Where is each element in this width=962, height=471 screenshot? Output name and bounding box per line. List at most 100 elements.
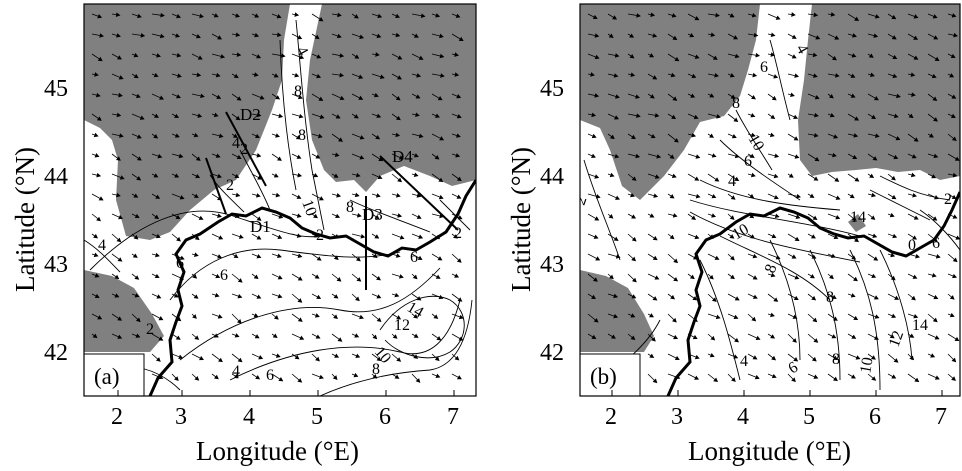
wind-vector-head	[275, 192, 281, 198]
wind-vector-head	[910, 72, 916, 77]
wind-vector-head	[934, 375, 940, 380]
wind-vector-head	[299, 335, 305, 340]
wind-vector-head	[418, 55, 424, 60]
wind-vector-head	[313, 213, 318, 219]
contour-label: 8	[826, 289, 834, 306]
wind-vector-head	[273, 173, 279, 178]
wind-vector-head	[192, 314, 197, 319]
wind-vector-head	[116, 156, 121, 161]
wind-vector-head	[733, 35, 739, 40]
wind-vector-head	[135, 317, 141, 323]
wind-vector-head	[593, 234, 599, 239]
wind-vector-head	[200, 93, 205, 99]
wind-vector-head	[235, 115, 241, 121]
wind-vector-head	[812, 215, 818, 220]
wind-vector-head	[354, 54, 360, 59]
wind-vector-head	[892, 54, 898, 60]
contour-label: 0	[908, 237, 916, 254]
wind-vector-head	[412, 274, 418, 280]
wind-vector-head	[178, 354, 184, 359]
wind-vector-head	[176, 13, 181, 19]
wind-vector-head	[653, 193, 659, 198]
wind-vector-head	[669, 154, 675, 159]
wind-vector-head	[892, 233, 898, 239]
wind-vector-head	[117, 334, 123, 339]
wind-vector-head	[115, 12, 121, 17]
wind-vector-head	[275, 133, 280, 138]
wind-vector-head	[951, 357, 957, 363]
wind-vector-head	[868, 53, 874, 58]
wind-vector-head	[730, 274, 735, 280]
wind-vector-head	[297, 172, 303, 178]
wind-vector-head	[791, 54, 797, 59]
wind-vector-head	[932, 216, 938, 221]
wind-vector-head	[218, 235, 224, 240]
wind-vector-head	[629, 53, 635, 59]
wind-vector-head	[714, 255, 720, 260]
wind-vector-head	[752, 253, 758, 259]
wind-vector-head	[692, 334, 698, 340]
wind-vector-head	[256, 112, 262, 118]
wind-vector-head	[175, 33, 180, 38]
wind-vector-head	[137, 13, 142, 19]
wind-vector-head	[873, 295, 879, 300]
wind-vector-head	[909, 355, 915, 361]
wind-vector-head	[889, 333, 895, 339]
wind-vector-head	[237, 293, 243, 299]
wind-vector-head	[689, 274, 695, 280]
wind-vector-head	[413, 333, 419, 338]
wind-vector-head	[949, 312, 955, 318]
land-east-block	[798, 4, 960, 180]
wind-vector-head	[874, 133, 880, 139]
wind-vector-head	[199, 355, 204, 361]
y-tick-labels: 45 44 43 42	[44, 76, 68, 366]
wind-vector-head	[336, 193, 341, 198]
contour-label: 4	[232, 135, 240, 152]
panel-label-box	[580, 353, 641, 396]
wind-vector-head	[94, 293, 100, 299]
wind-vector-head	[713, 377, 719, 383]
wind-vector-head	[753, 32, 759, 38]
wind-vector-head	[217, 173, 222, 179]
wind-vector-head	[179, 255, 185, 260]
x-tick-labels: 2 3 4 5 6 7	[605, 404, 947, 430]
wind-vector-head	[174, 113, 180, 118]
wind-vector-head	[890, 275, 896, 281]
wind-vector-head	[136, 176, 142, 181]
wind-vector-head	[117, 55, 122, 60]
wind-vector-head	[275, 353, 281, 358]
wind-vector-head	[155, 233, 161, 239]
wind-vector-head	[635, 94, 640, 99]
wind-vector-head	[235, 32, 241, 38]
wind-vector-head	[810, 234, 816, 239]
wind-vector-head	[234, 173, 240, 178]
wind-vector-head	[691, 132, 697, 138]
wind-vector-head	[869, 173, 875, 178]
wind-vector-head	[811, 254, 817, 259]
wind-vector-head	[828, 93, 834, 99]
wind-vector-head	[835, 73, 840, 78]
wind-vector-head	[335, 114, 341, 119]
contour-lines	[583, 39, 960, 391]
wind-vector-head	[455, 13, 461, 18]
wind-vector-head	[890, 175, 896, 181]
wind-vector-head	[813, 12, 819, 18]
wind-vector-head	[314, 313, 320, 318]
wind-vector-head	[458, 36, 464, 42]
wind-vector-head	[710, 32, 716, 38]
wind-vector-head	[358, 74, 364, 79]
wind-vector-head	[237, 357, 243, 363]
wind-vector-head	[277, 275, 283, 280]
wind-vector-head	[353, 372, 359, 378]
wind-vector-head	[256, 153, 262, 158]
wind-vector-head	[173, 293, 179, 298]
wind-vector-head	[695, 193, 701, 199]
wind-vector-head	[595, 256, 601, 261]
wind-vector-head	[233, 253, 239, 259]
wind-vector-head	[435, 13, 441, 18]
wind-vector-head	[353, 14, 359, 19]
wind-vector-head	[770, 32, 776, 38]
wind-vector-head	[155, 252, 160, 258]
contour-label: 10	[730, 221, 752, 244]
wind-vector-head	[178, 153, 184, 159]
